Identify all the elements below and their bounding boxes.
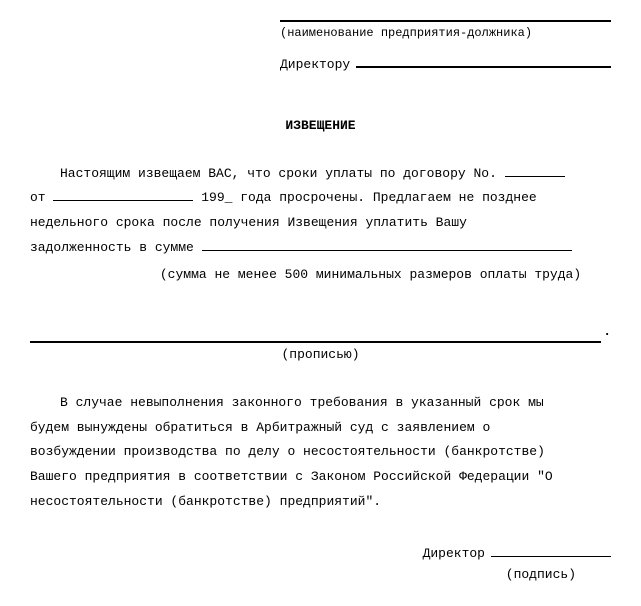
p2-line5: несостоятельности (банкротстве) предприя… xyxy=(30,490,611,515)
propis-line-wrap: . xyxy=(30,322,611,343)
contract-no-blank xyxy=(505,164,565,177)
director-line: Директору xyxy=(280,55,611,76)
p1-line4: задолженность в сумме xyxy=(30,240,194,255)
p2-line4: Вашего предприятия в соответствии с Зако… xyxy=(30,465,611,490)
signature-line: Директор xyxy=(30,544,611,565)
p1-line2a: от xyxy=(30,190,46,205)
signature-blank xyxy=(491,544,611,557)
sum-hint: (сумма не менее 500 минимальных размеров… xyxy=(130,263,611,288)
p1-line1a: Настоящим извещаем ВАС, что сроки уплаты… xyxy=(60,166,497,181)
date-blank xyxy=(53,188,193,201)
document-title: ИЗВЕЩЕНИЕ xyxy=(30,116,611,137)
director-label: Директору xyxy=(280,55,350,76)
paragraph-1: Настоящим извещаем ВАС, что сроки уплаты… xyxy=(30,162,611,287)
company-name-hint: (наименование предприятия-должника) xyxy=(280,24,611,43)
signature-hint: (подпись) xyxy=(30,565,611,586)
p2-line3: возбуждении производства по делу о несос… xyxy=(30,440,611,465)
recipient-block: (наименование предприятия-должника) xyxy=(280,20,611,43)
sum-blank xyxy=(202,238,572,251)
p2-line1: В случае невыполнения законного требован… xyxy=(30,391,611,416)
propis-dot: . xyxy=(603,322,611,343)
p1-line3: недельного срока после получения Извещен… xyxy=(30,211,611,236)
director-name-blank xyxy=(356,66,611,68)
propis-blank xyxy=(30,341,601,343)
footer-director-label: Директор xyxy=(423,544,485,565)
propis-hint: (прописью) xyxy=(30,345,611,366)
company-name-blank xyxy=(280,20,611,22)
p2-line2: будем вынуждены обратиться в Арбитражный… xyxy=(30,416,611,441)
paragraph-2: В случае невыполнения законного требован… xyxy=(30,391,611,514)
p1-line2b: 199_ года просрочены. Предлагаем не позд… xyxy=(201,190,536,205)
